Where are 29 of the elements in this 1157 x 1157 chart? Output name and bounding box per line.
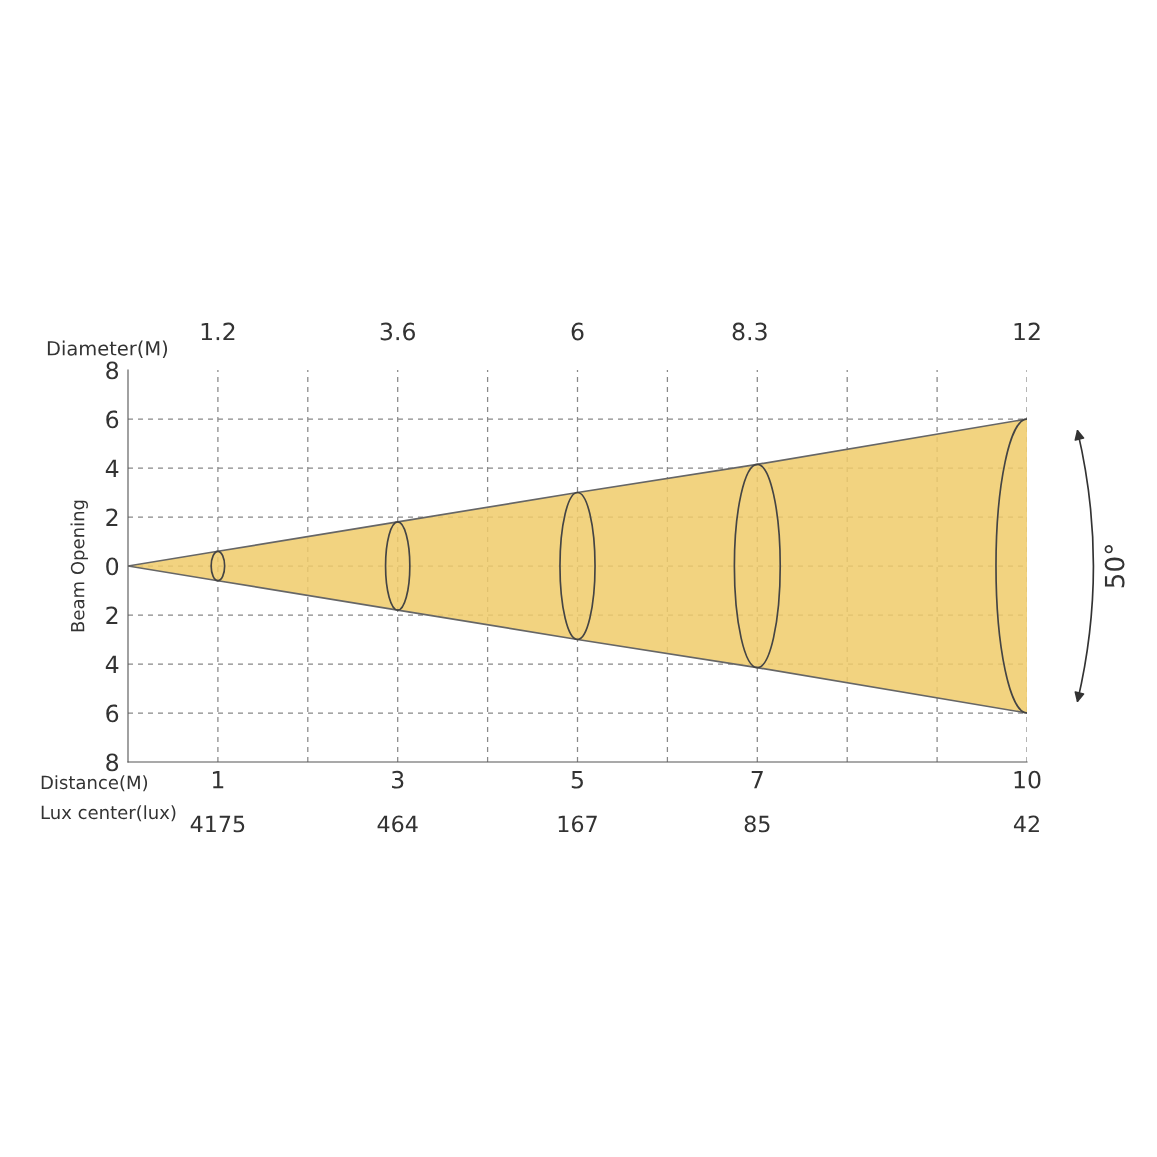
text: 4175 [190,815,245,833]
x2-tick-label: 8.3 [732,322,767,341]
text: Lux center(lux) [41,805,176,822]
y-tick-label: 0 [106,557,119,576]
y-tick-label: 2 [106,606,118,624]
x-tick-label: 3 [391,770,404,789]
y-tick-label: 8 [106,361,119,380]
x-tick-label: 10 [1014,770,1041,789]
text: 50° [1104,545,1125,588]
text: 464 [377,815,418,833]
text: 167 [558,815,597,833]
x-tick-label: 5 [571,771,583,789]
x-axis-title: Distance(M) [41,775,148,792]
x2-axis-title: Diameter(M) [47,340,168,358]
x-tick-label: 7 [751,771,763,789]
x2-tick-label: 6 [571,322,584,341]
x-tick-label: 1 [212,771,224,789]
y-tick-label: 4 [105,459,119,477]
y-tick-label: 6 [106,410,119,429]
x2-tick-label: 3.6 [380,322,415,341]
text: 42 [1013,815,1039,833]
x2-tick-label: 12 [1014,322,1040,341]
y-tick-label: 8 [106,753,119,772]
x2-tick-label: 1.2 [201,322,235,341]
y-axis-title: Beam Opening [70,500,88,632]
y-tick-label: 4 [105,655,119,673]
y-tick-label: 2 [106,508,118,526]
y-tick-label: 6 [106,704,119,723]
text: 85 [744,815,770,833]
